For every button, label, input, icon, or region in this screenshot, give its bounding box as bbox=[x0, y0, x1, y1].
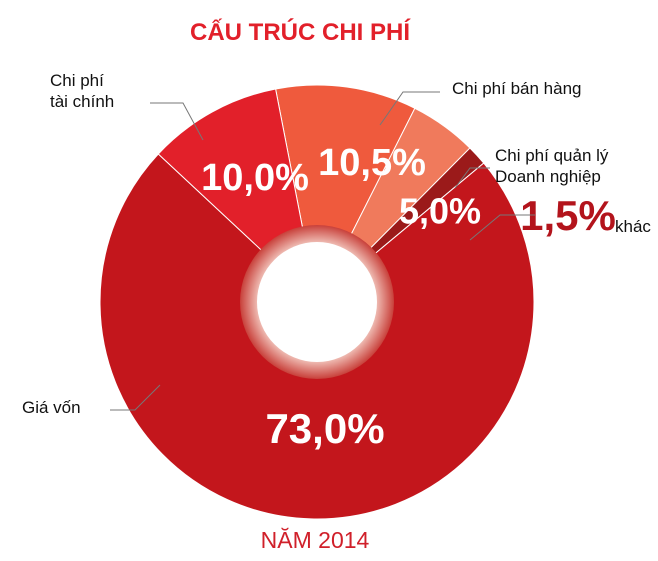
chart-subtitle: NĂM 2014 bbox=[261, 527, 370, 553]
category-label: Chi phí tài chính bbox=[50, 71, 115, 111]
value-label: 5,0% bbox=[399, 191, 481, 232]
value-label: 10,0% bbox=[201, 157, 309, 199]
leader-lines bbox=[110, 91, 535, 411]
leader-line bbox=[379, 91, 440, 126]
value-label: 1,5% bbox=[520, 192, 616, 239]
leader-line bbox=[150, 102, 204, 141]
leader-line bbox=[469, 214, 535, 241]
value-label: 73,0% bbox=[265, 405, 384, 452]
category-label: Giá vốn bbox=[22, 398, 81, 417]
value-label: 10,5% bbox=[318, 142, 426, 184]
leader-line bbox=[110, 384, 161, 411]
leader-line bbox=[454, 167, 490, 189]
category-label: khác bbox=[615, 217, 651, 236]
category-label: Chi phí quản lý Doanh nghiệp bbox=[495, 146, 609, 186]
chart-title: CẤU TRÚC CHI PHÍ bbox=[190, 18, 411, 46]
donut-hole bbox=[257, 242, 377, 362]
category-label: Chi phí bán hàng bbox=[452, 79, 582, 98]
